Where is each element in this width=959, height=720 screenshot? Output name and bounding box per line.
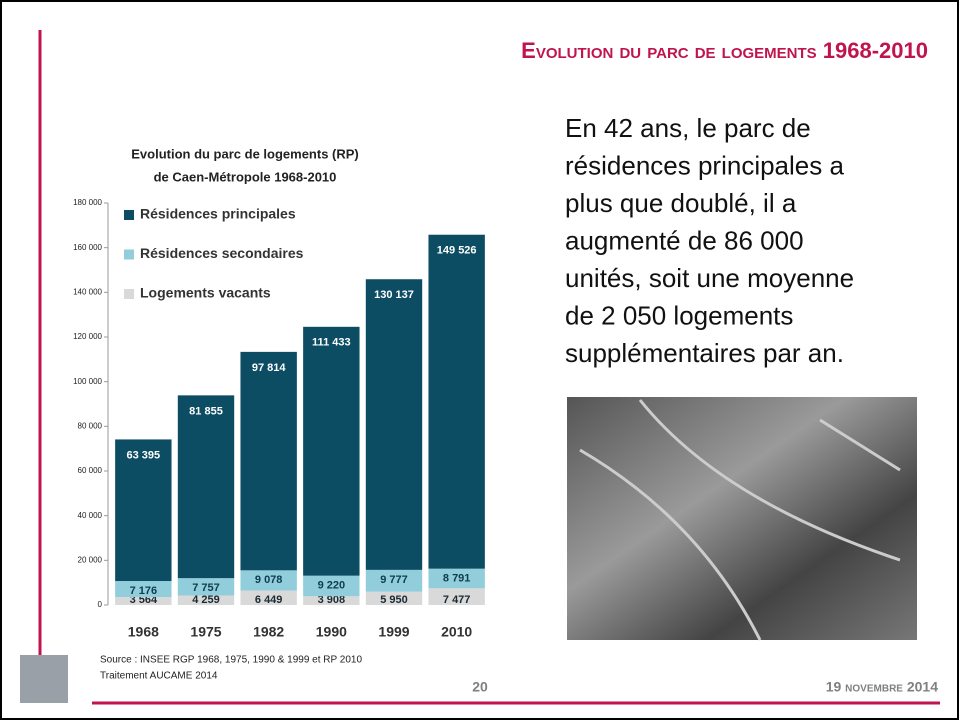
value-label: 97 814 bbox=[252, 362, 287, 374]
paragraph-line: unités, soit une moyenne bbox=[565, 263, 854, 293]
value-label: 4 259 bbox=[192, 594, 220, 606]
bar-segment bbox=[177, 578, 235, 596]
value-label: 9 220 bbox=[318, 580, 346, 592]
paragraph-line: résidences principales a bbox=[565, 150, 844, 180]
bar-segment bbox=[365, 569, 423, 592]
bar-segment bbox=[240, 570, 297, 591]
value-label: 9 777 bbox=[380, 574, 408, 586]
paragraph-line: de 2 050 logements bbox=[565, 300, 793, 330]
source: Traitement AUCAME 2014 bbox=[100, 671, 218, 682]
bar-segment bbox=[428, 568, 485, 589]
date: 19 novembre 2014 bbox=[826, 679, 938, 695]
bar-segment bbox=[115, 597, 172, 605]
page-number: 20 bbox=[472, 679, 488, 695]
value-label: 3 908 bbox=[318, 594, 346, 606]
bar-segment bbox=[303, 596, 360, 605]
bar-segment bbox=[240, 351, 297, 571]
y-tick-label: 100 000 bbox=[73, 377, 102, 386]
value-label: 8 791 bbox=[443, 573, 471, 585]
bar-segment bbox=[365, 591, 423, 605]
x-tick-label: 1990 bbox=[316, 624, 347, 640]
bar-segment bbox=[240, 590, 297, 605]
paragraph-line: supplémentaires par an. bbox=[565, 338, 844, 368]
y-tick-label: 120 000 bbox=[73, 332, 102, 341]
y-tick-label: 60 000 bbox=[78, 466, 103, 475]
bar-segment bbox=[115, 581, 172, 598]
bar-segment bbox=[177, 395, 235, 579]
value-label: 7 176 bbox=[130, 585, 158, 597]
y-tick-label: 160 000 bbox=[73, 243, 102, 252]
chart-title: Evolution du parc de logements (RP) bbox=[131, 146, 359, 161]
y-tick-label: 40 000 bbox=[78, 511, 103, 520]
value-label: 7 477 bbox=[443, 594, 471, 606]
bar-segment bbox=[115, 439, 172, 582]
slide-title: Evolution du parc de logements 1968-2010 bbox=[521, 38, 928, 63]
logo bbox=[20, 655, 68, 703]
x-tick-label: 1975 bbox=[190, 624, 221, 640]
paragraph-line: augmenté de 86 000 bbox=[565, 225, 804, 255]
x-tick-label: 1982 bbox=[253, 624, 284, 640]
value-label: 5 950 bbox=[380, 594, 408, 606]
legend-swatch bbox=[124, 249, 134, 260]
paragraph-line: plus que doublé, il a bbox=[565, 188, 797, 218]
bar-segment bbox=[303, 326, 360, 576]
x-tick-label: 2010 bbox=[441, 624, 472, 640]
y-tick-label: 0 bbox=[98, 600, 103, 609]
y-tick-label: 80 000 bbox=[78, 421, 103, 430]
value-label: 6 449 bbox=[255, 594, 283, 606]
value-label: 7 757 bbox=[192, 582, 220, 594]
legend-swatch bbox=[124, 210, 134, 220]
value-label: 9 078 bbox=[255, 574, 283, 586]
bar-segment bbox=[177, 595, 235, 605]
bar-segment bbox=[428, 588, 485, 605]
x-tick-label: 1999 bbox=[378, 624, 409, 640]
legend-label: Résidences principales bbox=[140, 206, 296, 222]
legend-label: Résidences secondaires bbox=[140, 245, 304, 261]
y-tick-label: 180 000 bbox=[73, 198, 102, 207]
value-label: 149 526 bbox=[437, 245, 477, 257]
source: Source : INSEE RGP 1968, 1975, 1990 & 19… bbox=[100, 655, 362, 666]
aerial-photo bbox=[567, 397, 917, 640]
bar-segment bbox=[428, 234, 485, 569]
legend-swatch bbox=[124, 289, 134, 299]
photo-detail bbox=[579, 399, 901, 641]
bar-segment bbox=[303, 575, 360, 597]
x-tick-label: 1968 bbox=[128, 624, 159, 640]
y-tick-label: 140 000 bbox=[73, 287, 102, 296]
paragraph-line: En 42 ans, le parc de bbox=[565, 113, 811, 143]
value-label: 63 395 bbox=[127, 449, 161, 461]
value-label: 130 137 bbox=[374, 289, 414, 301]
legend-label: Logements vacants bbox=[140, 285, 271, 301]
chart-subtitle: de Caen-Métropole 1968-2010 bbox=[154, 169, 337, 184]
y-tick-label: 20 000 bbox=[78, 555, 103, 564]
value-label: 81 855 bbox=[189, 405, 223, 417]
value-label: 111 433 bbox=[312, 337, 351, 349]
bar-segment bbox=[365, 279, 423, 570]
